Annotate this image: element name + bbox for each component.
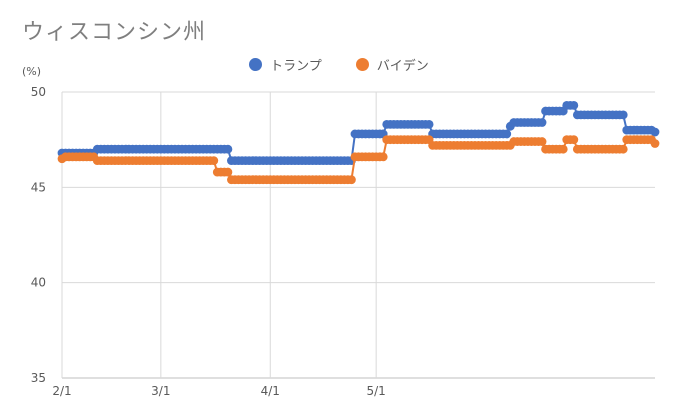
legend-marker-trump [249, 58, 263, 71]
x-tick-label-2: 4/1 [261, 384, 280, 398]
y-unit-label: (%) [22, 65, 42, 78]
legend-marker-biden [355, 58, 369, 71]
x-tick-label-3: 5/1 [366, 384, 385, 398]
x-tick-label-0: 2/1 [52, 384, 71, 398]
data-point-s0-168 [650, 127, 660, 137]
data-point-s0-145 [569, 100, 579, 110]
data-point-s1-145 [569, 135, 579, 145]
y-tick-label-50: 50 [31, 85, 46, 99]
legend: トランプ バイデン [0, 55, 678, 74]
data-point-s1-82 [347, 175, 356, 185]
y-tick-label-35: 35 [31, 371, 46, 385]
data-point-s1-43 [209, 156, 219, 166]
data-point-s1-136 [537, 137, 547, 146]
legend-item-trump: トランプ [249, 55, 322, 74]
y-tick-label-45: 45 [31, 180, 46, 194]
data-point-s1-91 [378, 152, 388, 162]
data-point-s0-126 [502, 129, 512, 139]
chart-title: ウィスコンシン州 [22, 20, 207, 45]
legend-label-biden: バイデン [376, 59, 429, 74]
data-point-s1-142 [558, 144, 568, 154]
data-point-s1-159 [618, 144, 628, 154]
legend-label-trump: トランプ [270, 59, 322, 74]
legend-item-biden: バイデン [355, 55, 429, 74]
x-tick-label-1: 3/1 [151, 384, 170, 398]
data-point-s0-136 [537, 118, 547, 127]
data-point-s0-104 [424, 120, 434, 129]
y-tick-label-40: 40 [31, 276, 46, 290]
data-point-s1-168 [650, 139, 660, 148]
data-point-s1-47 [223, 167, 233, 177]
data-point-s0-47 [223, 144, 233, 154]
data-point-s0-159 [618, 110, 628, 120]
